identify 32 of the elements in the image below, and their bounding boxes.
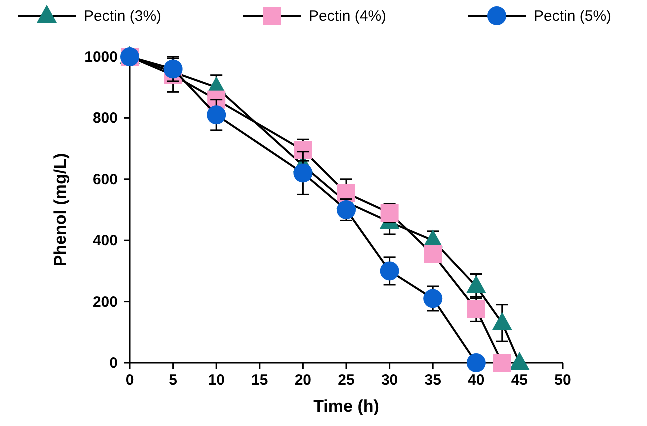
x-tick-label: 15 bbox=[252, 372, 268, 389]
y-tick-label: 1000 bbox=[84, 49, 118, 66]
y-tick-label: 600 bbox=[92, 171, 118, 188]
y-tick-label: 0 bbox=[110, 355, 118, 372]
point bbox=[338, 184, 356, 202]
point bbox=[424, 289, 443, 308]
x-tick-label: 45 bbox=[511, 372, 528, 389]
y-tick-label: 200 bbox=[92, 294, 118, 311]
y-tick-label: 800 bbox=[92, 110, 118, 128]
point bbox=[493, 354, 512, 372]
x-tick-label: 25 bbox=[338, 372, 355, 389]
legend-label: Pectin (3%) bbox=[84, 8, 162, 25]
y-axis-title: Phenol (mg/L) bbox=[51, 153, 70, 267]
legend-label: Pectin (5%) bbox=[534, 8, 612, 25]
point bbox=[380, 262, 400, 281]
x-tick-label: 10 bbox=[208, 372, 225, 389]
point bbox=[294, 164, 313, 183]
x-tick-label: 20 bbox=[294, 372, 312, 389]
point bbox=[467, 300, 486, 318]
y-tick-label: 400 bbox=[92, 232, 118, 250]
point bbox=[207, 106, 226, 125]
point bbox=[424, 245, 442, 264]
x-tick-label: 40 bbox=[468, 372, 485, 389]
x-tick-label: 30 bbox=[381, 372, 398, 389]
point bbox=[466, 354, 486, 372]
x-tick-label: 35 bbox=[424, 372, 442, 389]
x-tick-label: 0 bbox=[126, 372, 134, 389]
legend-label: Pectin (4%) bbox=[309, 8, 387, 25]
x-axis-title: Time (h) bbox=[314, 397, 380, 416]
x-tick-label: 50 bbox=[554, 372, 572, 389]
x-tick-label: 5 bbox=[169, 372, 178, 389]
point bbox=[164, 60, 183, 79]
